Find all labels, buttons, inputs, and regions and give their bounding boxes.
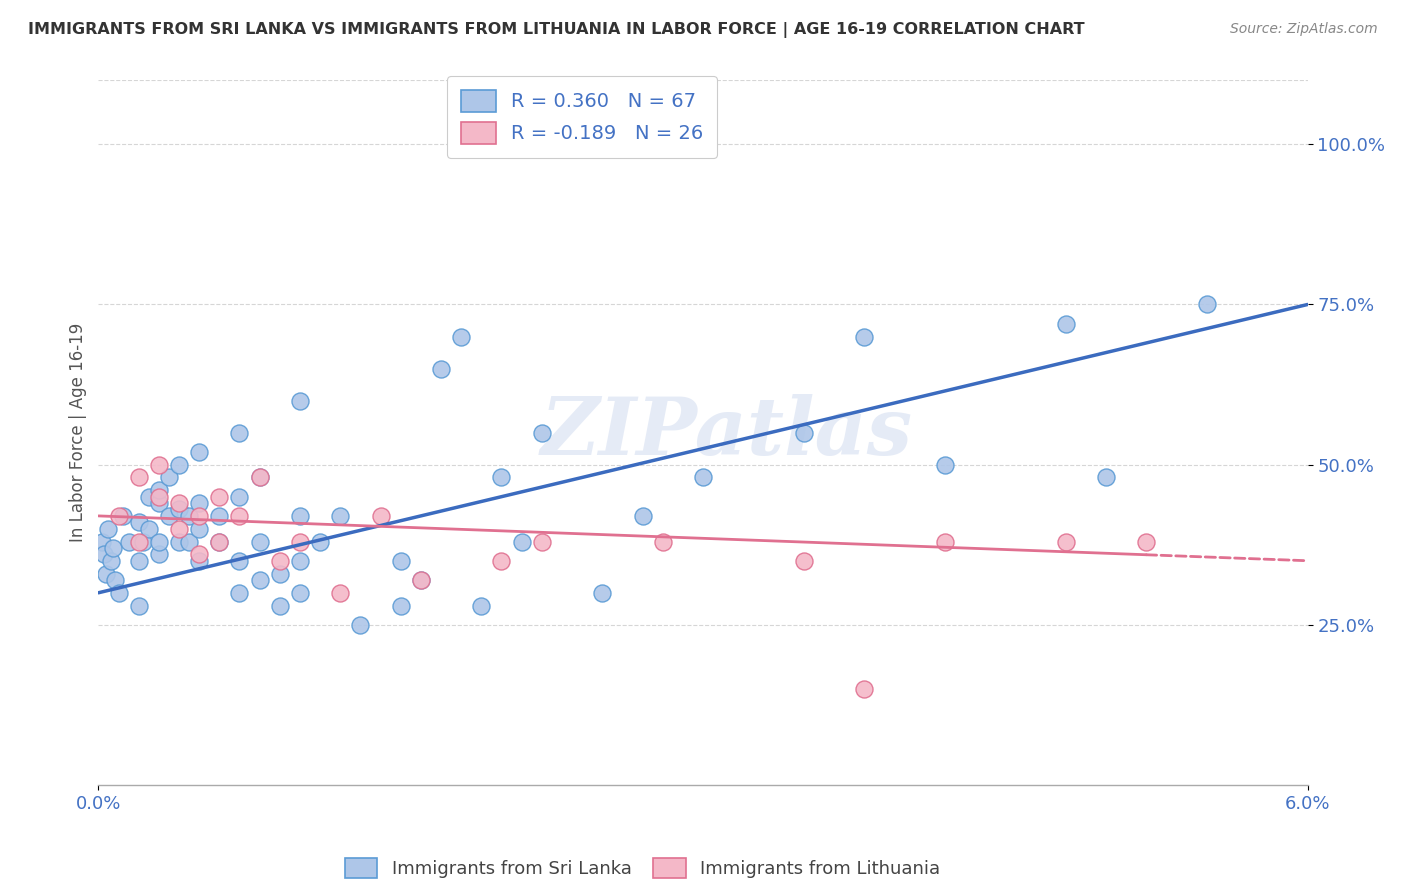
Point: [188, 445, 211, 459]
Point: [288, 508, 311, 523]
Point: [97, 522, 120, 536]
Point: [288, 586, 311, 600]
Point: [208, 534, 231, 549]
Point: [288, 393, 311, 408]
Text: IMMIGRANTS FROM SRI LANKA VS IMMIGRANTS FROM LITHUANIA IN LABOR FORCE | AGE 16-1: IMMIGRANTS FROM SRI LANKA VS IMMIGRANTS …: [28, 22, 1085, 38]
Point: [118, 534, 141, 549]
Point: [934, 458, 956, 472]
Point: [103, 573, 125, 587]
Point: [228, 554, 250, 568]
Point: [269, 566, 291, 581]
Point: [591, 586, 613, 600]
Point: [530, 425, 553, 440]
Point: [853, 681, 876, 696]
Point: [491, 470, 513, 484]
Point: [138, 490, 160, 504]
Point: [389, 599, 412, 613]
Point: [349, 617, 371, 632]
Y-axis label: In Labor Force | Age 16-19: In Labor Force | Age 16-19: [69, 323, 87, 542]
Point: [228, 425, 250, 440]
Point: [288, 554, 311, 568]
Point: [179, 508, 201, 523]
Point: [101, 541, 124, 555]
Point: [208, 534, 231, 549]
Point: [450, 329, 472, 343]
Point: [107, 508, 129, 523]
Point: [793, 554, 815, 568]
Text: Source: ZipAtlas.com: Source: ZipAtlas.com: [1230, 22, 1378, 37]
Point: [409, 573, 432, 587]
Point: [1054, 317, 1077, 331]
Point: [249, 470, 271, 484]
Point: [510, 534, 533, 549]
Point: [148, 483, 170, 498]
Point: [692, 470, 714, 484]
Point: [288, 534, 311, 549]
Point: [651, 534, 673, 549]
Point: [148, 458, 170, 472]
Point: [249, 534, 271, 549]
Point: [96, 566, 118, 581]
Point: [138, 522, 160, 536]
Point: [269, 554, 291, 568]
Point: [148, 547, 170, 561]
Point: [208, 490, 231, 504]
Point: [179, 534, 201, 549]
Point: [167, 534, 190, 549]
Text: ZIPatlas: ZIPatlas: [541, 394, 914, 471]
Point: [167, 522, 190, 536]
Point: [409, 573, 432, 587]
Point: [793, 425, 815, 440]
Point: [188, 522, 211, 536]
Point: [228, 586, 250, 600]
Point: [188, 508, 211, 523]
Point: [249, 573, 271, 587]
Point: [208, 508, 231, 523]
Point: [157, 508, 180, 523]
Point: [188, 547, 211, 561]
Point: [148, 496, 170, 510]
Point: [530, 534, 553, 549]
Point: [188, 554, 211, 568]
Point: [853, 329, 876, 343]
Point: [167, 502, 190, 516]
Point: [228, 490, 250, 504]
Point: [934, 534, 956, 549]
Point: [93, 547, 115, 561]
Point: [430, 361, 453, 376]
Point: [111, 508, 134, 523]
Point: [269, 599, 291, 613]
Point: [228, 508, 250, 523]
Point: [107, 586, 129, 600]
Point: [167, 496, 190, 510]
Point: [188, 496, 211, 510]
Point: [148, 490, 170, 504]
Point: [128, 534, 150, 549]
Point: [329, 508, 352, 523]
Point: [329, 586, 352, 600]
Point: [128, 516, 150, 530]
Point: [491, 554, 513, 568]
Legend: Immigrants from Sri Lanka, Immigrants from Lithuania: Immigrants from Sri Lanka, Immigrants fr…: [337, 850, 948, 886]
Point: [148, 534, 170, 549]
Point: [370, 508, 392, 523]
Point: [128, 599, 150, 613]
Point: [1195, 297, 1218, 311]
Point: [128, 470, 150, 484]
Point: [309, 534, 332, 549]
Point: [249, 470, 271, 484]
Point: [157, 470, 180, 484]
Point: [631, 508, 654, 523]
Point: [100, 554, 122, 568]
Point: [389, 554, 412, 568]
Point: [470, 599, 492, 613]
Point: [1054, 534, 1077, 549]
Point: [1135, 534, 1157, 549]
Point: [1095, 470, 1118, 484]
Point: [128, 554, 150, 568]
Point: [132, 534, 155, 549]
Point: [167, 458, 190, 472]
Point: [91, 534, 114, 549]
